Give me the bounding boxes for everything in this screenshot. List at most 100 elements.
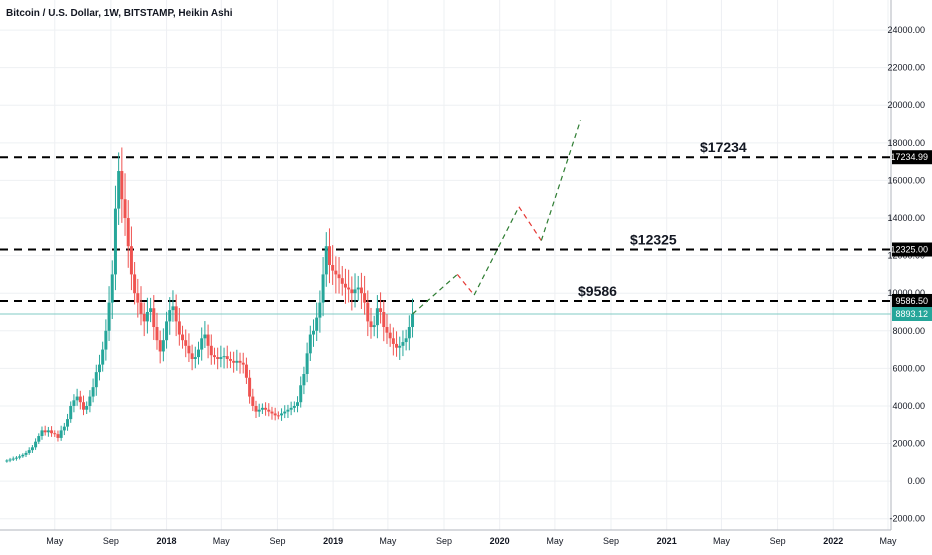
- candle-body: [203, 334, 207, 339]
- candle-body: [273, 413, 277, 416]
- x-tick-label: Sep: [269, 536, 285, 546]
- candle-body: [21, 454, 25, 457]
- candle-body: [334, 270, 338, 275]
- candle-body: [78, 396, 82, 403]
- candle-body: [343, 283, 347, 288]
- x-tick-label: May: [880, 536, 898, 546]
- x-tick-label: 2022: [823, 536, 843, 546]
- x-tick-label: May: [713, 536, 731, 546]
- candle-body: [66, 419, 70, 427]
- candle-body: [254, 405, 258, 412]
- candle-body: [145, 311, 149, 322]
- level-label: $12325: [630, 231, 677, 247]
- candle-body: [165, 321, 169, 341]
- candles: [5, 147, 415, 463]
- candle-body: [248, 377, 252, 397]
- candle-body: [318, 302, 322, 318]
- candle-body: [206, 334, 210, 346]
- price-tag-label: 17234.99: [890, 152, 928, 162]
- y-tick-label: 2000.00: [892, 439, 925, 449]
- candle-body: [24, 452, 28, 455]
- projection-segment: [473, 206, 520, 296]
- price-tag-bg: [892, 242, 932, 257]
- candle-body: [321, 274, 325, 303]
- candle-body: [225, 356, 229, 359]
- candle-body: [238, 360, 242, 363]
- x-tick-label: 2021: [657, 536, 677, 546]
- candle-body: [264, 407, 268, 410]
- candle-body: [190, 353, 194, 359]
- candle-body: [228, 358, 232, 361]
- candle-body: [18, 456, 22, 458]
- candle-body: [289, 407, 293, 410]
- candle-body: [155, 327, 159, 341]
- candle-body: [11, 458, 15, 460]
- projection-path: [412, 120, 582, 315]
- candle-body: [177, 321, 181, 335]
- candle-body: [88, 396, 92, 406]
- candle-body: [56, 434, 60, 438]
- level-label: $9586: [578, 283, 617, 299]
- y-tick-label: 24000.00: [887, 25, 925, 35]
- candle-body: [359, 287, 363, 294]
- candle-body: [142, 313, 146, 322]
- candle-body: [350, 289, 354, 294]
- candle-body: [82, 402, 86, 410]
- candle-body: [171, 306, 175, 311]
- candle-body: [187, 345, 191, 354]
- candle-body: [363, 293, 367, 303]
- candle-body: [209, 345, 213, 356]
- candle-body: [27, 450, 31, 453]
- candle-body: [340, 278, 344, 284]
- y-tick-label: 0.00: [907, 476, 925, 486]
- candle-body: [219, 357, 223, 359]
- candle-body: [133, 274, 137, 294]
- current-price-tag-label: 8893.12: [895, 309, 928, 319]
- candle-body: [117, 171, 121, 209]
- x-tick-label: Sep: [436, 536, 452, 546]
- x-tick-label: Sep: [103, 536, 119, 546]
- candle-body: [302, 374, 306, 386]
- chart-title: Bitcoin / U.S. Dollar, 1W, BITSTAMP, Hei…: [6, 8, 233, 19]
- candle-body: [197, 349, 201, 358]
- y-tick-label: 10000.00: [887, 288, 925, 298]
- candle-body: [184, 340, 188, 346]
- candle-body: [126, 218, 130, 247]
- x-tick-label: 2019: [323, 536, 343, 546]
- candle-body: [404, 338, 408, 343]
- candle-body: [327, 246, 331, 265]
- candle-body: [385, 327, 389, 333]
- candle-body: [366, 302, 370, 322]
- candle-body: [174, 306, 178, 322]
- candle-body: [72, 400, 76, 406]
- candle-body: [69, 405, 73, 420]
- candle-body: [53, 433, 57, 435]
- candle-body: [200, 338, 204, 350]
- x-tick-label: May: [46, 536, 64, 546]
- candle-body: [193, 357, 197, 359]
- grid: [0, 0, 891, 530]
- candle-body: [388, 332, 392, 339]
- price-tag-bg: [892, 150, 932, 165]
- candle-body: [407, 327, 411, 339]
- candle-body: [212, 355, 216, 358]
- candle-body: [107, 302, 111, 331]
- candle-body: [129, 246, 133, 275]
- projection-segment: [456, 274, 475, 296]
- candle-body: [5, 460, 9, 462]
- candle-body: [43, 430, 47, 433]
- candle-body: [101, 349, 105, 365]
- candle-body: [222, 356, 226, 358]
- candle-body: [395, 343, 399, 348]
- candle-body: [337, 274, 341, 279]
- candle-body: [91, 387, 95, 397]
- candle-body: [379, 308, 383, 312]
- candle-body: [308, 334, 312, 354]
- current-price-tag-bg: [892, 306, 932, 321]
- candle-body: [369, 321, 373, 328]
- candle-body: [139, 302, 143, 314]
- y-tick-label: -2000.00: [889, 514, 925, 524]
- candle-body: [50, 430, 54, 434]
- candle-body: [30, 447, 34, 451]
